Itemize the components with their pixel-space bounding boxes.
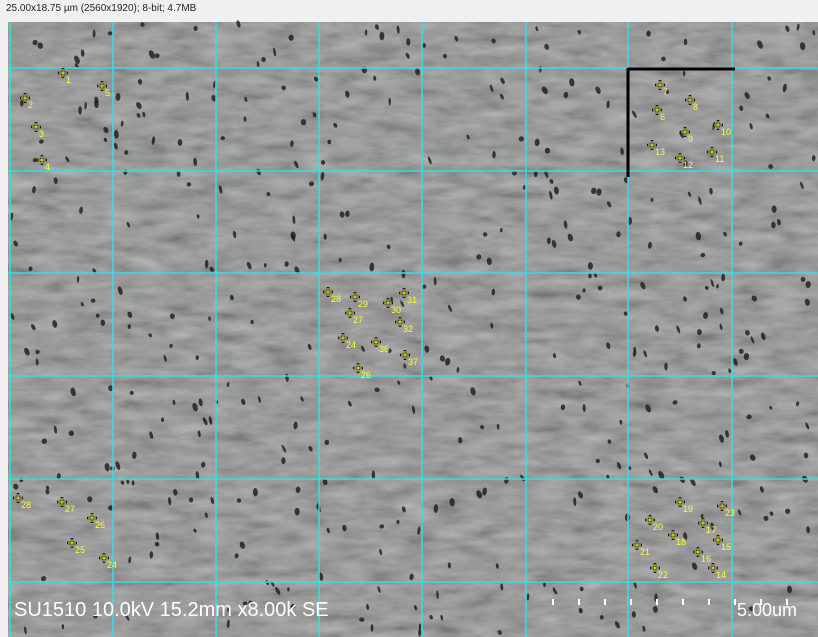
marker-label: 9 [688, 134, 693, 144]
scale-tick [656, 599, 658, 605]
pore [96, 314, 100, 318]
pore [379, 32, 384, 41]
marker-label: 11 [715, 154, 724, 164]
marker-label: 7 [663, 87, 668, 97]
marker-label: 28 [331, 294, 341, 304]
scale-tick [682, 599, 684, 605]
marker-label: 2 [28, 100, 33, 110]
marker-label: 28 [21, 500, 31, 510]
scale-tick [734, 599, 736, 605]
marker-label: 27 [353, 315, 363, 325]
scale-label: 5.00um [737, 600, 797, 620]
pore [93, 30, 96, 38]
marker-label: 12 [683, 160, 693, 170]
marker-label: 37 [408, 357, 418, 367]
marker-label: 19 [683, 504, 693, 514]
marker-label: 25 [75, 545, 85, 555]
marker-label: 5 [105, 88, 110, 98]
marker-label: 13 [655, 147, 665, 157]
scale-tick [552, 599, 554, 605]
marker-label: 16 [701, 554, 711, 564]
image-canvas: 1523478691013121128293127303224363726282… [0, 0, 818, 637]
marker-label: 27 [65, 504, 75, 514]
marker-label: 22 [658, 570, 668, 580]
marker-label: 14 [716, 570, 726, 580]
marker-label: 3 [39, 129, 44, 139]
scale-tick [604, 599, 606, 605]
pore [78, 106, 82, 115]
marker-label: 8 [693, 102, 698, 112]
scale-tick [708, 599, 710, 605]
marker-label: 4 [45, 162, 50, 172]
marker-label: 29 [358, 299, 368, 309]
scale-tick [630, 599, 632, 605]
marker-label: 18 [676, 537, 686, 547]
pore [32, 40, 37, 45]
marker-label: 21 [640, 547, 650, 557]
marker-label: 23 [725, 508, 735, 518]
marker-label: 20 [653, 522, 663, 532]
marker-label: 1 [66, 75, 71, 85]
marker-label: 17 [706, 525, 716, 535]
marker-label: 24 [107, 560, 117, 570]
pore [295, 508, 300, 516]
marker-label: 26 [95, 520, 105, 530]
marker-label: 36 [379, 344, 389, 354]
marker-label: 26 [361, 370, 371, 380]
marker-label: 6 [660, 112, 665, 122]
pore [664, 362, 667, 370]
marker-label: 15 [721, 542, 731, 552]
marker-label: 24 [346, 340, 356, 350]
marker-label: 30 [391, 305, 401, 315]
marker-label: 32 [403, 324, 413, 334]
footer: SU1510 10.0kV 15.2mm x8.00k SE [14, 599, 329, 621]
page: 25.00x18.75 µm (2560x1920); 8-bit; 4.7MB… [0, 0, 818, 637]
marker-label: 10 [721, 127, 731, 137]
scale-tick [578, 599, 580, 605]
marker-label: 31 [407, 295, 417, 305]
